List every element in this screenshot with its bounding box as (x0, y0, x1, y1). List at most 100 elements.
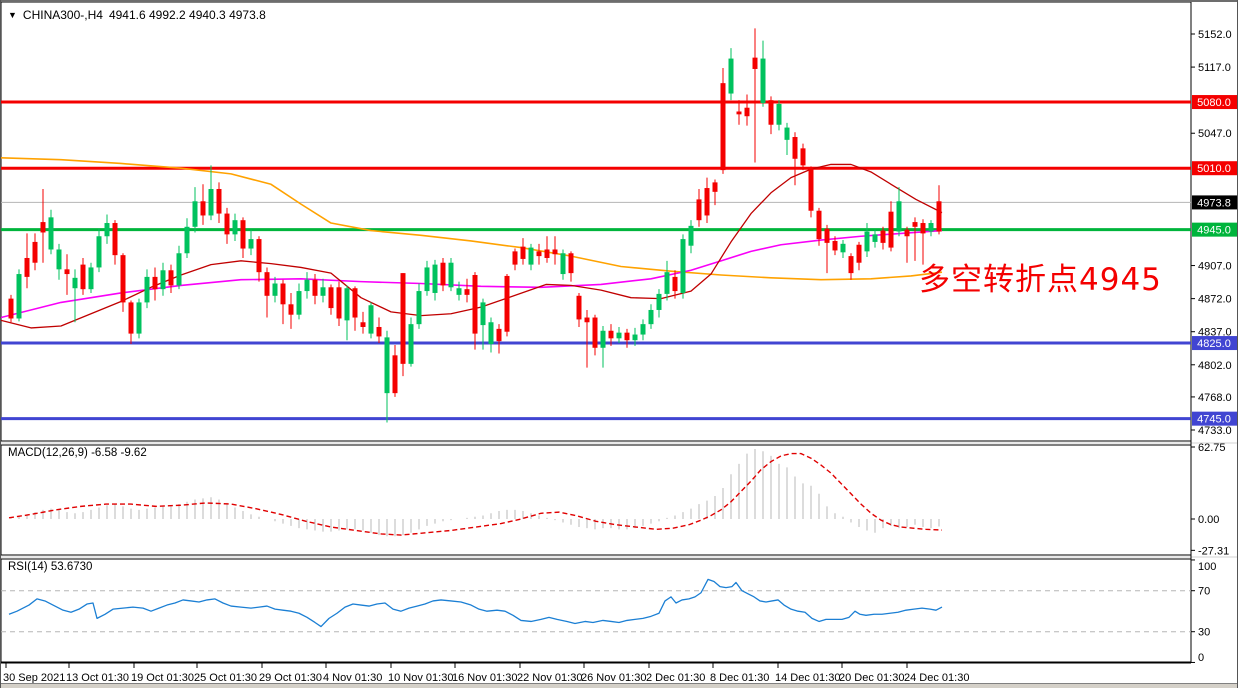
price-tick-label: 4837.0 (1198, 327, 1232, 339)
window-bottom-edge (1, 683, 1237, 688)
time-tick-label: 4 Nov 01:30 (323, 672, 382, 684)
candle-body (408, 324, 414, 364)
price-tick-label: 4768.0 (1198, 392, 1232, 404)
candle-body (280, 283, 286, 305)
candle-body (296, 291, 302, 315)
candle-body (792, 137, 798, 159)
level-price-badge-label: 5080.0 (1197, 97, 1231, 109)
candle-body (744, 107, 750, 117)
candle-body (704, 188, 710, 216)
candle-body (936, 201, 942, 232)
candle-body (656, 293, 662, 310)
candle-body (120, 255, 126, 303)
candle-body (672, 276, 678, 292)
candle-body (712, 182, 718, 192)
candle-body (328, 287, 334, 309)
time-axis-labels[interactable]: 30 Sep 2021 13 Oct 01:30 19 Oct 01:30 25 Oc… (3, 663, 969, 684)
time-tick-label: 24 Dec 01:30 (904, 672, 969, 684)
price-axis-ticks[interactable]: 5152.0 5117.0 5047.0 4907.0 4872.0 4837.0 4802… (1191, 29, 1232, 437)
current-price-badge-label: 4973.8 (1197, 197, 1231, 209)
candle-body (144, 276, 150, 303)
price-tick-label: 4733.0 (1198, 425, 1232, 437)
candle-body (40, 222, 46, 233)
candle-body (464, 289, 470, 295)
level-price-badge (1192, 222, 1237, 237)
candle-body (536, 251, 542, 257)
candle-body (80, 264, 86, 290)
candle-body (528, 247, 534, 265)
macd-panel (1, 444, 1192, 556)
candle-body (64, 269, 70, 275)
candle-body (208, 188, 214, 216)
candle-body (448, 262, 454, 288)
level-price-badge-label: 4945.0 (1197, 225, 1231, 237)
level-price-badge-label: 4745.0 (1197, 414, 1231, 426)
level-price-badge (1192, 411, 1237, 426)
candle-body (424, 267, 430, 292)
time-tick-label: 20 Dec 01:30 (839, 672, 904, 684)
candle-body (760, 58, 766, 103)
candle-body (544, 249, 550, 258)
candle-body (568, 253, 574, 274)
candle-body (368, 305, 374, 334)
candle-body (8, 298, 14, 319)
candle-body (104, 223, 110, 237)
candle-body (248, 239, 254, 249)
time-tick-label: 26 Nov 01:30 (581, 672, 646, 684)
candle-body (400, 273, 406, 364)
candle-body (920, 223, 926, 234)
rsi-plot (1, 578, 1191, 633)
candle-body (856, 244, 862, 263)
candle-body (576, 295, 582, 320)
symbol-quote-bar[interactable]: ▼ CHINA300-,H4 4941.6 4992.2 4940.3 4973… (8, 8, 266, 22)
candle-body (416, 291, 422, 325)
candle-body (72, 277, 78, 289)
rsi-tick-label: 70 (1198, 586, 1210, 598)
fast-ma-line (1, 163, 943, 329)
candle-body (552, 249, 558, 255)
level-lines: 5080.0 5010.0 4945.0 4825.0 4745.0 (1, 95, 1237, 426)
price-tick-label: 4907.0 (1198, 261, 1232, 273)
ohlc-quote-values: 4941.6 4992.2 4940.3 4973.8 (108, 8, 266, 22)
candle-body (768, 100, 774, 125)
time-tick-label: 30 Sep 2021 (3, 672, 65, 684)
candle-body (736, 111, 742, 115)
candle-body (520, 246, 526, 259)
candle-body (680, 239, 686, 293)
candle-body (816, 210, 822, 240)
macd-tick-label: -27.31 (1198, 545, 1229, 557)
candle-body (560, 253, 566, 275)
candle-body (616, 332, 622, 339)
rsi-axis-ticks[interactable]: 100 70 30 0 (1191, 559, 1216, 664)
candle-body (160, 270, 166, 290)
candle-body (496, 328, 502, 342)
candle-body (800, 148, 806, 166)
time-tick-label: 2 Dec 01:30 (646, 672, 705, 684)
rsi-tick-label: 100 (1198, 561, 1216, 573)
candle-body (168, 270, 174, 286)
rsi-tick-label: 0 (1198, 652, 1204, 664)
candle-body (696, 199, 702, 221)
candle-body (304, 279, 310, 292)
chevron-down-icon[interactable]: ▼ (8, 9, 17, 20)
macd-signal-line (8, 452, 943, 536)
candle-body (176, 253, 182, 286)
candle-body (192, 201, 198, 227)
candle-body (344, 288, 350, 321)
candle-body (232, 220, 238, 235)
candle-body (664, 272, 670, 294)
candle-body (784, 127, 790, 140)
level-price-badge (1192, 161, 1237, 176)
candle-body (112, 223, 118, 256)
candle-body (872, 234, 878, 242)
price-tick-label: 4872.0 (1198, 294, 1232, 306)
level-price-badge (1192, 336, 1237, 351)
macd-axis-ticks[interactable]: 62.75 0.00 -27.31 (1191, 442, 1229, 557)
main-chart-panel[interactable] (1, 1, 1192, 442)
window-top-edge (1, 0, 1237, 2)
candle-body (312, 279, 318, 296)
candle-body (136, 302, 142, 334)
candle-body (840, 243, 846, 253)
candle-body (88, 267, 94, 290)
